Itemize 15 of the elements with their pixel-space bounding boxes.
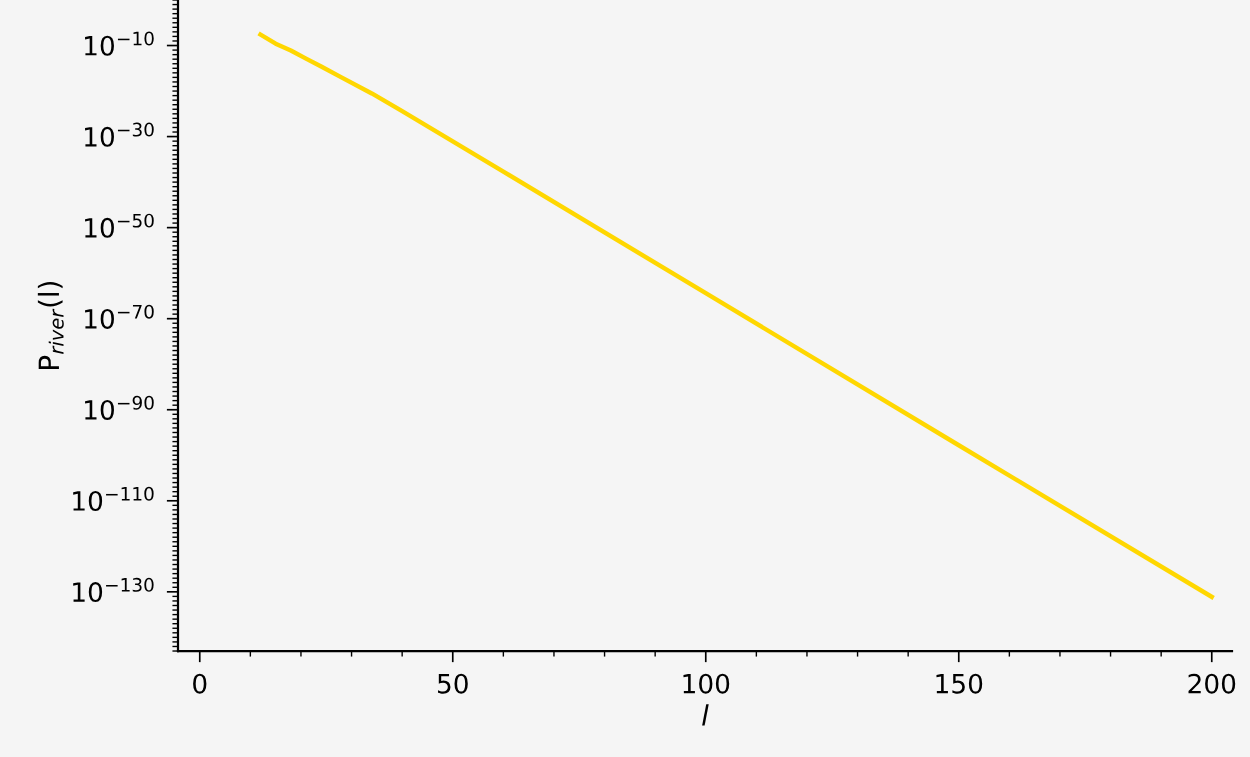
y-tick-label: 10$^{−90}$: [85, 395, 154, 420]
y-tick-label: 10$^{−110}$: [73, 486, 154, 511]
x-tick-label: 200: [1188, 673, 1236, 694]
x-tick-label: 50: [438, 673, 468, 694]
x-tick-label: 150: [936, 673, 983, 694]
y-tick-label: 10$^{−10}$: [85, 31, 154, 56]
y-tick-label: 10$^{−30}$: [85, 122, 154, 147]
y-axis-title: P$_{river}$(l): [37, 281, 64, 369]
y-tick-label: 10$^{−130}$: [73, 577, 154, 603]
line-series: [258, 32, 1214, 600]
y-tick-label: 10$^{−50}$: [85, 213, 154, 238]
x-tick-label: 0: [193, 673, 207, 694]
y-tick-label: 10$^{−70}$: [85, 304, 154, 329]
x-tick-label: 100: [683, 673, 730, 694]
x-axis-title: l: [702, 704, 709, 726]
